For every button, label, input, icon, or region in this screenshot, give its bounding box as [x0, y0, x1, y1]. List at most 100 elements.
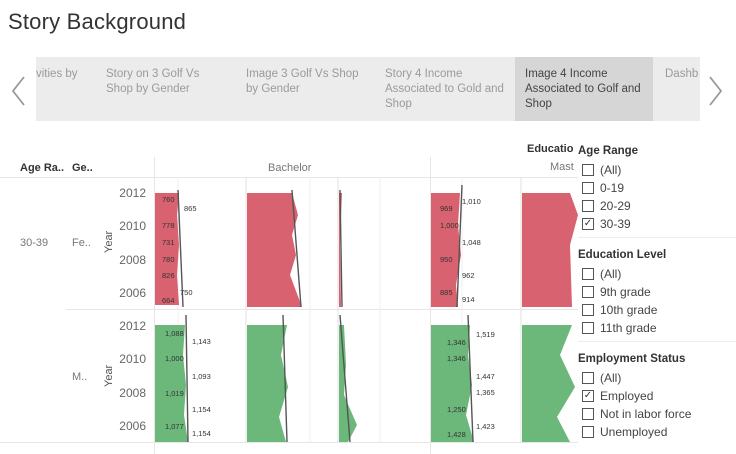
age-range-filter-title: Age Range [578, 145, 639, 157]
year-tick: 2006 [119, 419, 146, 433]
data-label: 750 [180, 288, 193, 297]
female-bachelor-area [155, 193, 179, 305]
male-master-area [431, 325, 474, 442]
bachelor-column-header: Bachelor [268, 162, 312, 174]
age-range-header: Age Ra.. [20, 162, 65, 174]
reference-line [282, 314, 288, 443]
data-label: 1,346 [447, 354, 466, 363]
data-label: 1,088 [165, 329, 184, 338]
checkbox[interactable] [582, 164, 594, 176]
age-filter-0-19[interactable]: 0-19 [582, 180, 624, 196]
story-point-4-active[interactable]: Image 4 Income Associated to Golf and Sh… [515, 57, 653, 121]
data-label: 778 [162, 221, 175, 230]
data-label: 1,154 [192, 405, 211, 414]
edu-filter-10th-grade[interactable]: 10th grade [582, 302, 657, 318]
next-story-point-button[interactable] [707, 74, 725, 108]
checkbox[interactable] [582, 268, 594, 280]
master-column-header: Mast [550, 161, 574, 173]
male-bachelor-area [155, 325, 188, 442]
data-label: 1,093 [192, 372, 211, 381]
previous-story-point-button[interactable] [9, 74, 27, 108]
emp-filter-all[interactable]: (All) [582, 370, 621, 386]
gender-header: Ge.. [72, 162, 93, 174]
checkbox[interactable] [582, 372, 594, 384]
checkbox-checked[interactable]: ✓ [582, 390, 594, 402]
checkbox[interactable] [582, 322, 594, 334]
story-point-5[interactable]: Dashb [655, 57, 700, 121]
edu-filter-9th-grade[interactable]: 9th grade [582, 284, 651, 300]
story-point-3[interactable]: Story 4 Income Associated to Gold and Sh… [375, 57, 513, 121]
male-master-area-2 [522, 325, 575, 442]
data-label: 1,250 [447, 405, 466, 414]
female-bachelor-area-3 [339, 193, 342, 307]
age-filter-30-39[interactable]: ✓ 30-39 [582, 217, 631, 231]
data-label: 1,010 [462, 197, 481, 206]
female-master-area-2 [522, 193, 578, 307]
story-point-2[interactable]: Image 3 Golf Vs Shop by Gender [236, 57, 374, 121]
year-tick: 2012 [119, 319, 146, 333]
data-label: 1,154 [192, 429, 211, 438]
worksheet-viz: Age Ra.. Ge.. Bachelor 30-39 Fe.. M.. Ye… [0, 125, 578, 454]
data-label: 1,077 [165, 422, 184, 431]
female-row-label: Fe.. [72, 237, 91, 249]
reference-line [185, 314, 189, 443]
checkbox[interactable] [582, 200, 594, 212]
edu-filter-11th-grade[interactable]: 11th grade [582, 320, 657, 336]
year-tick: 2010 [119, 352, 146, 366]
data-label: 865 [184, 204, 197, 213]
data-label: 1,519 [476, 330, 495, 339]
data-label: 1,423 [476, 422, 495, 431]
female-master-area [431, 193, 461, 307]
data-label: 731 [162, 238, 175, 247]
year-tick: 2008 [119, 386, 146, 400]
data-label: 914 [462, 295, 475, 304]
column-divider [430, 157, 431, 454]
checkbox[interactable] [582, 426, 594, 438]
data-label: 1,000 [165, 354, 184, 363]
checkbox[interactable] [582, 286, 594, 298]
reference-line [177, 189, 184, 308]
story-navigator: vities by Story on 3 Golf Vs Shop by Gen… [36, 57, 700, 121]
year-tick: 2008 [119, 253, 146, 267]
data-label: 885 [440, 288, 453, 297]
data-label: 1,000 [440, 221, 459, 230]
checkbox[interactable] [582, 182, 594, 194]
column-divider [154, 157, 155, 454]
emp-filter-employed[interactable]: ✓ Employed [582, 389, 654, 403]
age-filter-all[interactable]: (All) [582, 162, 621, 178]
female-bachelor-area-2 [247, 193, 302, 307]
emp-filter-not-in-labor-force[interactable]: Not in labor force [582, 406, 691, 422]
filter-separator [578, 237, 736, 238]
employment-status-filter-title: Employment Status [578, 353, 686, 365]
filters-panel: Age Range (All) 0-19 20-29 ✓ 30-39 Educat… [578, 140, 736, 454]
edu-filter-all[interactable]: (All) [582, 266, 621, 282]
data-label: 760 [162, 195, 175, 204]
age-filter-20-29[interactable]: 20-29 [582, 198, 631, 214]
data-label: 969 [440, 204, 453, 213]
filter-separator [578, 341, 736, 342]
data-label: 1,428 [447, 430, 466, 439]
data-label: 780 [162, 255, 175, 264]
checkbox[interactable] [582, 304, 594, 316]
chevron-left-icon [11, 76, 25, 106]
story-point-1[interactable]: Story on 3 Golf Vs Shop by Gender [96, 57, 234, 121]
reference-line [456, 184, 463, 308]
data-label: 1,346 [447, 338, 466, 347]
data-label: 1,143 [192, 337, 211, 346]
row-divider [66, 309, 578, 310]
data-label: 950 [440, 255, 453, 264]
checkbox-checked[interactable]: ✓ [582, 218, 594, 230]
emp-filter-unemployed[interactable]: Unemployed [582, 424, 667, 440]
reference-line [291, 189, 302, 308]
data-label: 1,019 [165, 389, 184, 398]
data-label: 962 [462, 271, 475, 280]
education-column-header: Educatio [527, 143, 574, 155]
bottom-divider [0, 442, 578, 443]
area-chart-panels: 760 778 731 780 826 664 865 750 969 1,000 950 885 1,… [155, 177, 578, 443]
data-label: 1,447 [476, 372, 495, 381]
year-tick: 2006 [119, 286, 146, 300]
header-divider [0, 177, 578, 178]
male-row-label: M.. [72, 371, 88, 383]
checkbox[interactable] [582, 408, 594, 420]
year-tick: 2010 [119, 219, 146, 233]
